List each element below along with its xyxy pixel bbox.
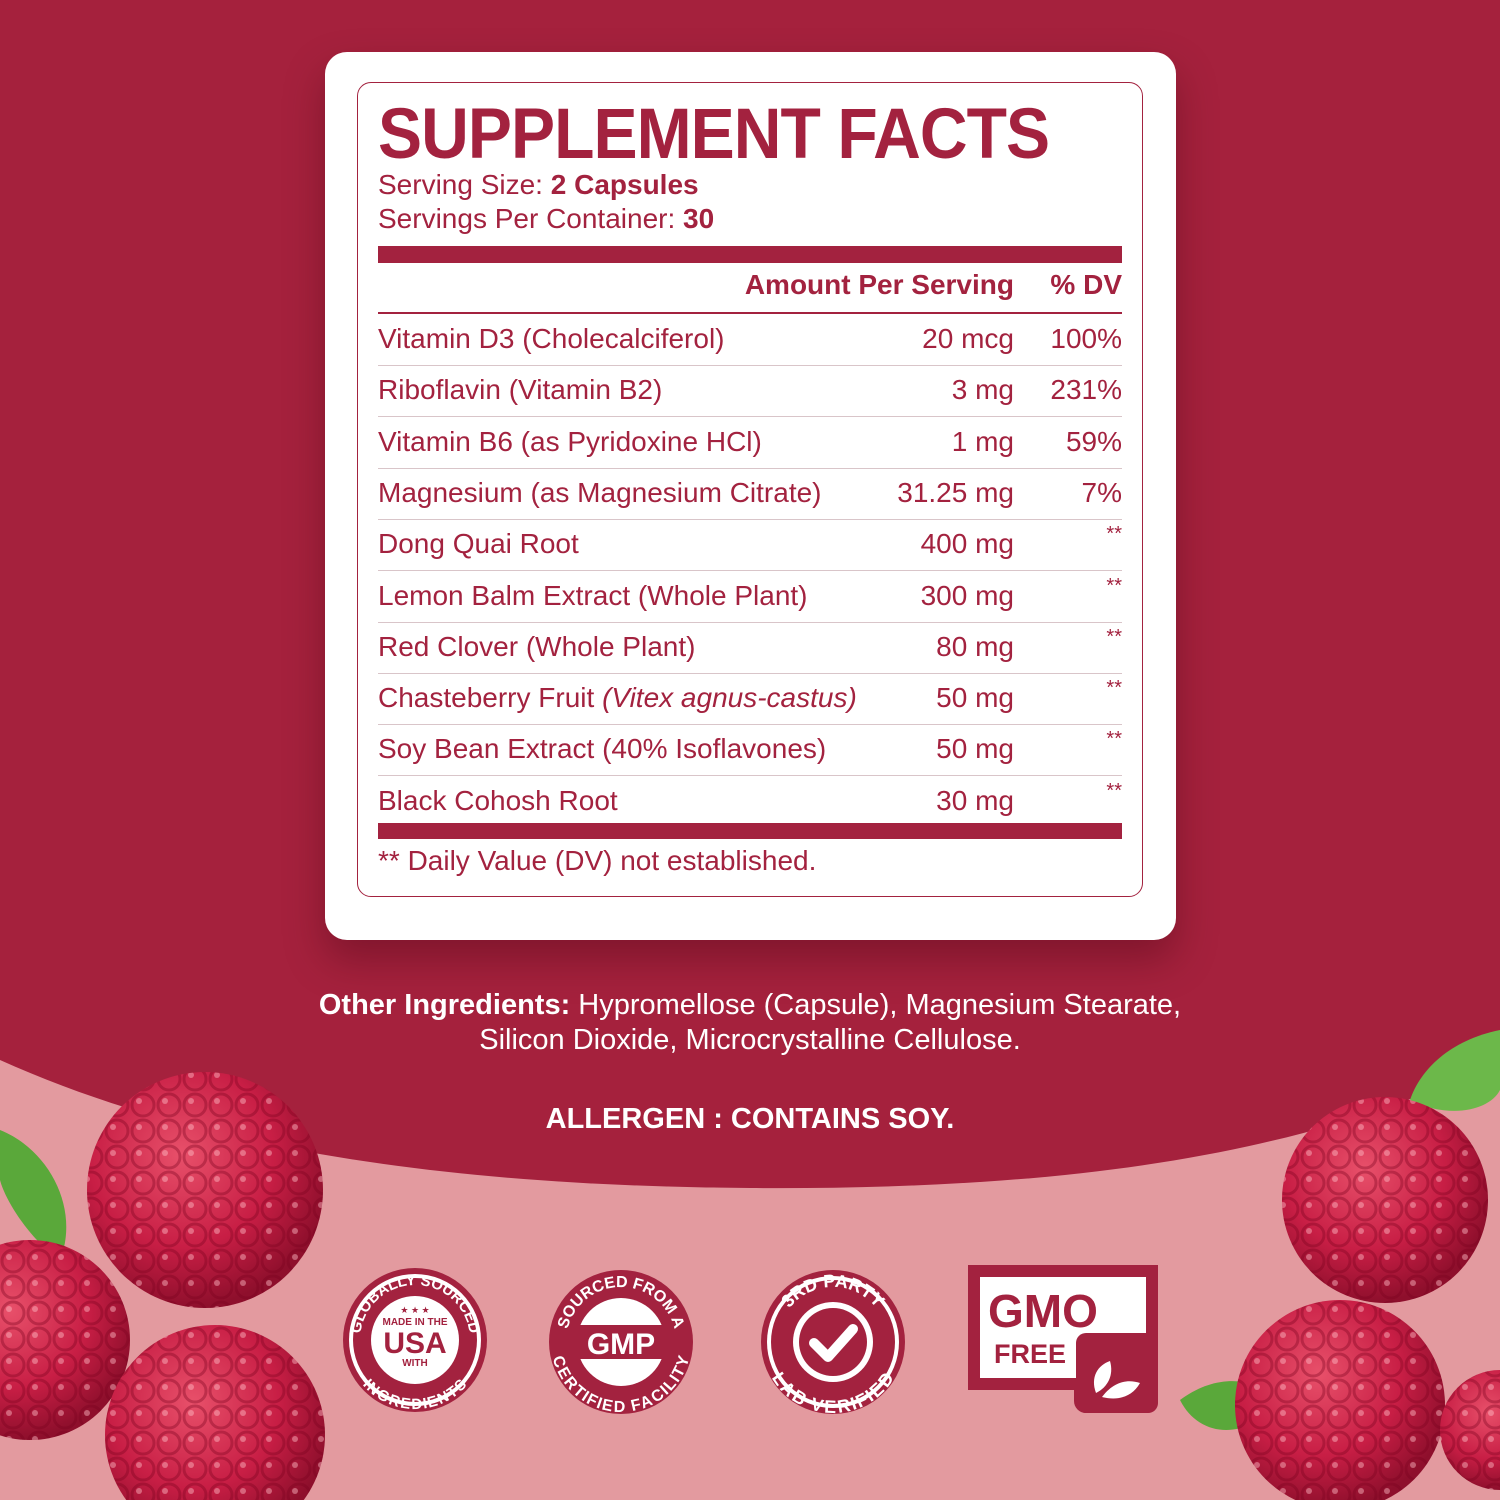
facts-title: SUPPLEMENT FACTS — [378, 95, 1050, 174]
thick-divider-bottom — [378, 823, 1122, 839]
nutrient-dv: ** — [1106, 625, 1122, 648]
leaf-right — [1410, 1030, 1500, 1111]
thick-divider — [378, 246, 1122, 263]
leaf-icon — [1093, 1361, 1140, 1399]
nutrient-name-text: Dong Quai Root — [378, 528, 579, 560]
nutrient-name: Chasteberry Fruit (Vitex agnus-castus) — [378, 682, 857, 714]
table-row: Chasteberry Fruit (Vitex agnus-castus) 5… — [378, 673, 1122, 726]
third-party-lab-badge: 3RD PARTY LAB VERIFIED — [761, 1270, 905, 1417]
table-row: Dong Quai Root 400 mg ** — [378, 519, 1122, 572]
nutrient-amount: 3 mg — [951, 374, 1014, 406]
nutrient-name-text: Black Cohosh Root — [378, 784, 618, 816]
nutrient-name-text: Riboflavin (Vitamin B2) — [378, 374, 663, 406]
stars-icon: ★ ★ ★ — [400, 1305, 429, 1315]
nutrient-name: Red Clover (Whole Plant) — [378, 631, 695, 663]
nutrient-name: Magnesium (as Magnesium Citrate) — [378, 477, 822, 509]
table-row: Lemon Balm Extract (Whole Plant) 300 mg … — [378, 571, 1122, 623]
header-amount: Amount Per Serving — [744, 269, 1014, 300]
nutrient-dv: ** — [1106, 728, 1122, 751]
usa-badge-line2: WITH — [402, 1358, 428, 1369]
supplement-facts-card: SUPPLEMENT FACTS Serving Size: 2 Capsule… — [325, 52, 1176, 940]
nutrient-name: Riboflavin (Vitamin B2) — [378, 374, 662, 406]
nutrient-name-text: Vitamin D3 (Cholecalciferol) — [378, 323, 725, 354]
table-row: Magnesium (as Magnesium Citrate) 31.25 m… — [378, 468, 1122, 520]
servings-value: 30 — [683, 203, 715, 234]
usa-badge-main: USA — [383, 1327, 446, 1360]
other-ingredients-label: Other Ingredients: — [318, 989, 571, 1021]
serving-size-label: Serving Size: — [378, 169, 543, 200]
supplement-facts-panel: SUPPLEMENT FACTS Serving Size: 2 Capsule… — [357, 82, 1143, 897]
nutrient-amount: 50 mg — [936, 733, 1014, 765]
nutrient-amount: 31.25 mg — [897, 476, 1014, 508]
nutrient-amount: 1 mg — [951, 425, 1014, 457]
header-dv: % DV — [1050, 269, 1122, 300]
free-text: FREE — [994, 1339, 1066, 1369]
checkmark-icon — [809, 1324, 858, 1362]
thin-divider — [378, 312, 1122, 314]
raspberry — [1440, 1370, 1500, 1490]
nutrient-dv: ** — [1106, 523, 1122, 546]
table-row: Soy Bean Extract (40% Isoflavones) 50 mg… — [378, 724, 1122, 777]
nutrient-dv: 231% — [1050, 374, 1122, 406]
nutrient-dv: ** — [1106, 677, 1122, 700]
leaf-left — [0, 1130, 67, 1260]
nutrient-name: Black Cohosh Root — [378, 785, 618, 817]
nutrient-dv: 100% — [1050, 323, 1122, 354]
nutrient-name-text: Vitamin B6 (as Pyridoxine HCl) — [378, 425, 762, 457]
nutrient-name: Vitamin B6 (as Pyridoxine HCl) — [378, 426, 762, 458]
serving-size-value: 2 Capsules — [550, 169, 699, 200]
table-row: Vitamin D3 (Cholecalciferol) 20 mcg 100% — [378, 314, 1122, 366]
nutrient-amount: 80 mg — [936, 630, 1014, 662]
raspberry — [1235, 1300, 1445, 1500]
gmp-badge: SOURCED FROM A CERTIFIED FACILITY GMP — [549, 1270, 693, 1416]
servings-per-container: Servings Per Container: 30 — [378, 205, 714, 233]
table-row: Red Clover (Whole Plant) 80 mg ** — [378, 622, 1122, 674]
nutrient-amount: 30 mg — [936, 784, 1014, 816]
nutrient-name: Vitamin D3 (Cholecalciferol) — [378, 323, 725, 355]
gmp-badge-main: GMP — [587, 1328, 655, 1361]
nutrient-name-text: Chasteberry Fruit — [378, 682, 595, 714]
nutrient-amount: 400 mg — [920, 528, 1014, 560]
nutrient-dv: ** — [1106, 779, 1122, 802]
gmo-free-badge: GMO FREE — [968, 1265, 1158, 1413]
made-in-usa-badge: GLOBALLY SOURCED INGREDIENTS ★ ★ ★ MADE … — [343, 1268, 487, 1413]
raspberry — [0, 1240, 130, 1440]
nutrient-name: Lemon Balm Extract (Whole Plant) — [378, 580, 808, 612]
serving-size: Serving Size: 2 Capsules — [378, 171, 699, 199]
table-row: Black Cohosh Root 30 mg ** — [378, 776, 1122, 827]
gmo-text: GMO — [988, 1285, 1098, 1337]
table-row: Riboflavin (Vitamin B2) 3 mg 231% — [378, 365, 1122, 418]
raspberry — [87, 1072, 323, 1308]
nutrient-dv: 7% — [1081, 476, 1122, 508]
footnote: ** Daily Value (DV) not established. — [378, 845, 817, 876]
nutrient-amount: 50 mg — [936, 682, 1014, 714]
nutrient-name: Soy Bean Extract (40% Isoflavones) — [378, 733, 826, 765]
nutrient-name-text: Soy Bean Extract (40% Isoflavones) — [378, 733, 827, 765]
allergen-statement: ALLERGEN : CONTAINS SOY. — [545, 1103, 955, 1135]
usa-badge-line1: MADE IN THE — [383, 1317, 448, 1328]
raspberry — [1282, 1097, 1488, 1303]
nutrient-name-text: Magnesium (as Magnesium Citrate) — [378, 476, 822, 508]
nutrient-name-text: Lemon Balm Extract (Whole Plant) — [378, 579, 808, 611]
nutrient-dv: ** — [1106, 574, 1122, 597]
raspberry — [105, 1325, 325, 1500]
nutrient-amount: 20 mcg — [922, 323, 1014, 354]
servings-label: Servings Per Container: — [378, 203, 676, 234]
nutrient-amount: 300 mg — [920, 579, 1014, 611]
nutrient-latin-name: (Vitex agnus-castus) — [602, 682, 857, 714]
other-ingredients-text: Hypromellose (Capsule), Magnesium Steara… — [479, 989, 1182, 1056]
other-ingredients: Other Ingredients: Hypromellose (Capsule… — [300, 988, 1200, 1057]
nutrient-name-text: Red Clover (Whole Plant) — [378, 630, 696, 662]
table-row: Vitamin B6 (as Pyridoxine HCl) 1 mg 59% — [378, 417, 1122, 469]
nutrient-name: Dong Quai Root — [378, 528, 579, 560]
nutrient-dv: 59% — [1065, 425, 1122, 457]
